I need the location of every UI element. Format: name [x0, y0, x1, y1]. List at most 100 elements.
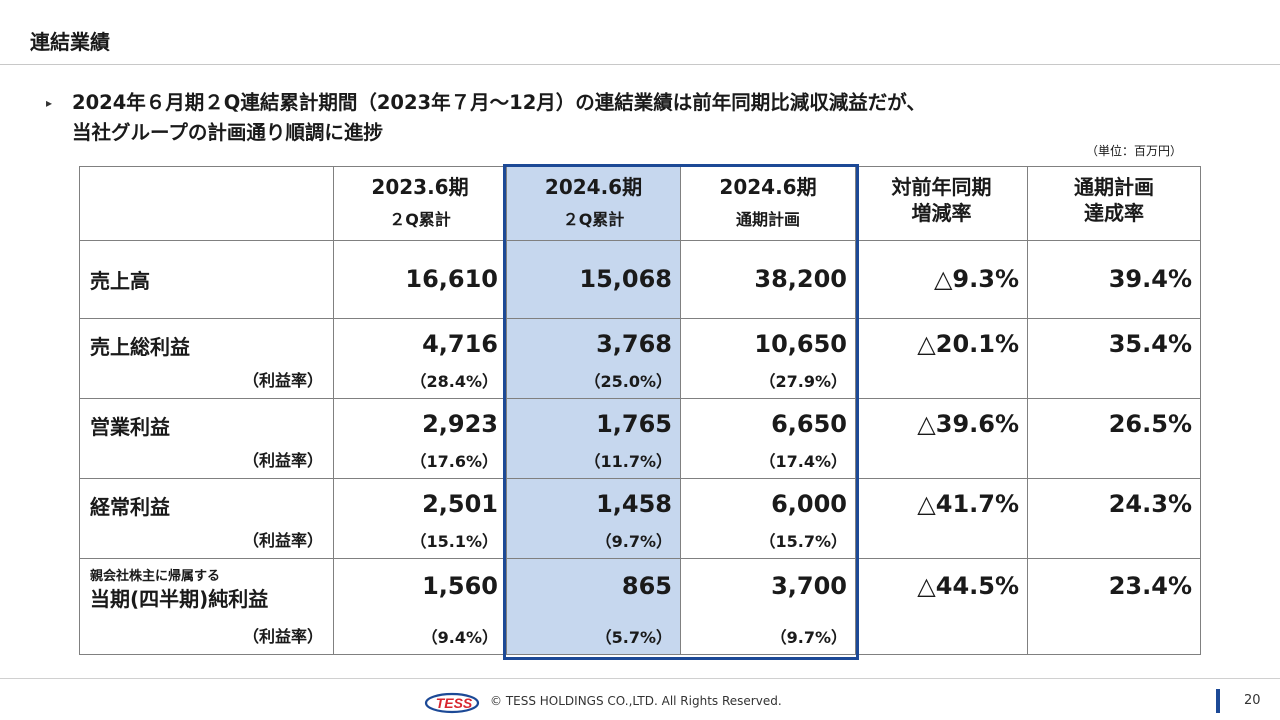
row-label-cell: 経常利益 （利益率）: [79, 478, 334, 559]
lead-line-2: 当社グループの計画通り順調に進捗: [72, 121, 383, 144]
value: △39.6%: [917, 410, 1019, 438]
value: 39.4%: [1108, 265, 1192, 293]
header-line: 対前年同期: [891, 175, 992, 199]
header-cell-yoy: 対前年同期 増減率: [855, 166, 1028, 241]
header-divider: [0, 64, 1280, 65]
header-cell-achievement: 通期計画 達成率: [1027, 166, 1201, 241]
header-cell-2023-2q: 2023.6期 ２Q累計: [333, 166, 507, 241]
value-cell: 35.4%: [1027, 318, 1201, 399]
value-cell: 2,501 （15.1%）: [333, 478, 507, 559]
value: 1,560: [422, 572, 498, 600]
value-cell: △41.7%: [855, 478, 1028, 559]
row-label-cell: 営業利益 （利益率）: [79, 398, 334, 479]
value: 38,200: [754, 265, 847, 293]
rate: （27.9%）: [759, 372, 847, 391]
value: 1,458: [596, 490, 672, 518]
rate-label: （利益率）: [242, 627, 323, 646]
value-cell: 1,765 （11.7%）: [506, 398, 681, 479]
value: 1,765: [596, 410, 672, 438]
value: 6,000: [771, 490, 847, 518]
rate: （15.1%）: [410, 532, 498, 551]
header-line: 増減率: [911, 201, 972, 225]
value: 26.5%: [1108, 410, 1192, 438]
value: 865: [621, 572, 672, 600]
value-cell: 865 （5.7%）: [506, 558, 681, 655]
value-cell: △9.3%: [855, 240, 1028, 319]
row-label-cell: 親会社株主に帰属する 当期(四半期)純利益 （利益率）: [79, 558, 334, 655]
value: 15,068: [579, 265, 672, 293]
value-cell: △44.5%: [855, 558, 1028, 655]
value: 24.3%: [1108, 490, 1192, 518]
value-cell: 1,458 （9.7%）: [506, 478, 681, 559]
rate-label: （利益率）: [242, 531, 323, 550]
rate: （5.7%）: [595, 628, 672, 647]
table-header-row: 2023.6期 ２Q累計 2024.6期 ２Q累計 2024.6期 通期計画 対…: [79, 166, 1201, 241]
value: △44.5%: [917, 572, 1019, 600]
rate: （28.4%）: [410, 372, 498, 391]
value-cell: 26.5%: [1027, 398, 1201, 479]
value-cell: △39.6%: [855, 398, 1028, 479]
header-line: 2023.6期: [371, 175, 469, 199]
table-row-gross-profit: 売上総利益 （利益率） 4,716 （28.4%） 3,768 （25.0%） 10…: [79, 318, 1201, 399]
header-corner-cell: [79, 166, 334, 241]
rate: （25.0%）: [584, 372, 672, 391]
footer-divider: [0, 678, 1280, 679]
copyright-text: © TESS HOLDINGS CO.,LTD. All Rights Rese…: [490, 694, 782, 708]
header-line: 通期計画: [1074, 175, 1154, 199]
rate: （9.4%）: [421, 628, 498, 647]
value: 23.4%: [1108, 572, 1192, 600]
table-row-operating-profit: 営業利益 （利益率） 2,923 （17.6%） 1,765 （11.7%） 6,6…: [79, 398, 1201, 479]
value-cell: 38,200: [680, 240, 856, 319]
table-row-net-sales: 売上高 16,610 15,068 38,200 △9.3% 39.4%: [79, 240, 1201, 319]
value-cell: 6,650 （17.4%）: [680, 398, 856, 479]
value: 4,716: [422, 330, 498, 358]
value: 3,700: [771, 572, 847, 600]
header-cell-2024-2q: 2024.6期 ２Q累計: [506, 166, 681, 241]
page-number: 20: [1244, 693, 1261, 708]
value-cell: 1,560 （9.4%）: [333, 558, 507, 655]
value: 3,768: [596, 330, 672, 358]
header-line: 達成率: [1084, 201, 1144, 225]
header-line: ２Q累計: [389, 210, 451, 229]
row-label: 売上総利益: [90, 335, 190, 359]
table-row-ordinary-profit: 経常利益 （利益率） 2,501 （15.1%） 1,458 （9.7%） 6,00…: [79, 478, 1201, 559]
value: 2,923: [422, 410, 498, 438]
value-cell: 2,923 （17.6%）: [333, 398, 507, 479]
rate: （9.7%）: [595, 532, 672, 551]
value-cell: 15,068: [506, 240, 681, 319]
page-title: 連結業績: [30, 30, 110, 54]
rate: （15.7%）: [759, 532, 847, 551]
value-cell: 39.4%: [1027, 240, 1201, 319]
header-cell-2024-plan: 2024.6期 通期計画: [680, 166, 856, 241]
value-cell: 3,768 （25.0%）: [506, 318, 681, 399]
value-cell: 4,716 （28.4%）: [333, 318, 507, 399]
value-cell: △20.1%: [855, 318, 1028, 399]
value-cell: 23.4%: [1027, 558, 1201, 655]
value: 16,610: [405, 265, 498, 293]
row-label: 当期(四半期)純利益: [90, 587, 269, 611]
header-line: ２Q累計: [562, 210, 625, 229]
value-cell: 24.3%: [1027, 478, 1201, 559]
value-cell: 6,000 （15.7%）: [680, 478, 856, 559]
value: △20.1%: [917, 330, 1019, 358]
value-cell: 3,700 （9.7%）: [680, 558, 856, 655]
value: △41.7%: [917, 490, 1019, 518]
performance-table: 2023.6期 ２Q累計 2024.6期 ２Q累計 2024.6期 通期計画 対…: [79, 166, 1201, 655]
unit-note: （単位：百万円）: [1086, 144, 1183, 158]
page-marker-bar: [1216, 689, 1220, 713]
row-label-cell: 売上総利益 （利益率）: [79, 318, 334, 399]
rate-label: （利益率）: [242, 451, 323, 470]
value: 2,501: [422, 490, 498, 518]
table-row-net-income: 親会社株主に帰属する 当期(四半期)純利益 （利益率） 1,560 （9.4%） …: [79, 558, 1201, 655]
header-line: 2024.6期: [544, 175, 643, 199]
value-cell: 10,650 （27.9%）: [680, 318, 856, 399]
bullet-marker: ▸: [46, 96, 53, 110]
value-cell: 16,610: [333, 240, 507, 319]
value: 6,650: [771, 410, 847, 438]
row-label: 営業利益: [90, 415, 170, 439]
lead-text: 2024年６月期２Q連結累計期間（2023年７月～12月）の連結業績は前年同期比…: [72, 88, 926, 148]
tess-logo-icon: TESS: [424, 692, 480, 714]
value: 10,650: [754, 330, 847, 358]
logo-text: TESS: [436, 695, 473, 711]
rate-label: （利益率）: [242, 371, 323, 390]
